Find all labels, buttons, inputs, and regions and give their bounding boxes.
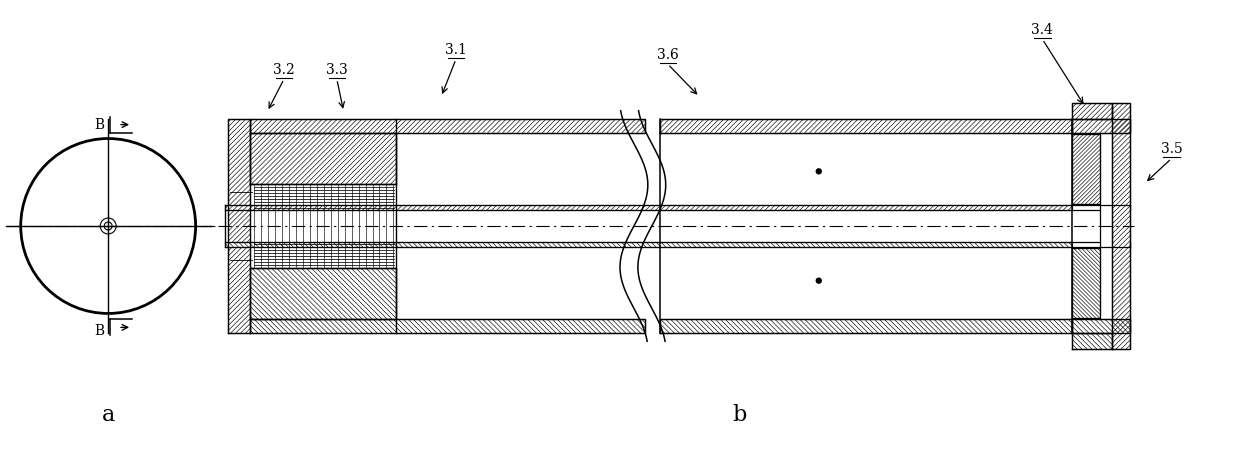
Bar bbox=[226, 205, 1073, 210]
Bar bbox=[226, 242, 1073, 247]
Text: 3.3: 3.3 bbox=[326, 63, 347, 77]
Bar bbox=[1073, 133, 1100, 204]
Bar bbox=[1073, 248, 1100, 318]
Bar bbox=[1073, 103, 1112, 119]
Bar bbox=[1073, 319, 1130, 333]
Bar bbox=[660, 319, 1073, 333]
Bar bbox=[228, 119, 250, 333]
Bar bbox=[1073, 119, 1130, 133]
Bar bbox=[250, 119, 645, 133]
Bar bbox=[250, 133, 397, 184]
Bar bbox=[1073, 103, 1112, 119]
Bar bbox=[1112, 103, 1130, 349]
Bar bbox=[250, 319, 645, 333]
Bar bbox=[250, 319, 645, 333]
Text: b: b bbox=[732, 404, 746, 426]
Bar bbox=[660, 119, 1073, 133]
Bar bbox=[250, 268, 397, 319]
Text: 3.1: 3.1 bbox=[445, 43, 467, 57]
Bar bbox=[226, 242, 1073, 247]
Circle shape bbox=[816, 169, 821, 174]
Text: 3.4: 3.4 bbox=[1032, 23, 1053, 37]
Bar bbox=[1073, 333, 1112, 349]
Text: B: B bbox=[94, 118, 104, 132]
Circle shape bbox=[816, 278, 821, 283]
Bar bbox=[661, 247, 1073, 319]
Text: 3.6: 3.6 bbox=[657, 48, 678, 62]
Bar bbox=[1073, 333, 1112, 349]
Text: 3.2: 3.2 bbox=[273, 63, 295, 77]
Bar bbox=[250, 268, 397, 319]
Text: B: B bbox=[94, 324, 104, 338]
Bar bbox=[660, 119, 1073, 133]
Bar bbox=[226, 210, 1073, 242]
Text: a: a bbox=[102, 404, 115, 426]
Text: 3.5: 3.5 bbox=[1161, 143, 1183, 156]
Bar bbox=[1073, 133, 1100, 204]
Bar bbox=[1112, 103, 1130, 349]
Bar bbox=[226, 205, 1073, 210]
Bar bbox=[1073, 119, 1130, 133]
Bar bbox=[661, 133, 1073, 205]
Bar bbox=[228, 119, 250, 333]
Bar bbox=[1073, 248, 1100, 318]
Bar bbox=[250, 133, 397, 184]
Bar bbox=[250, 119, 645, 133]
Bar bbox=[660, 319, 1073, 333]
Bar bbox=[1073, 319, 1130, 333]
